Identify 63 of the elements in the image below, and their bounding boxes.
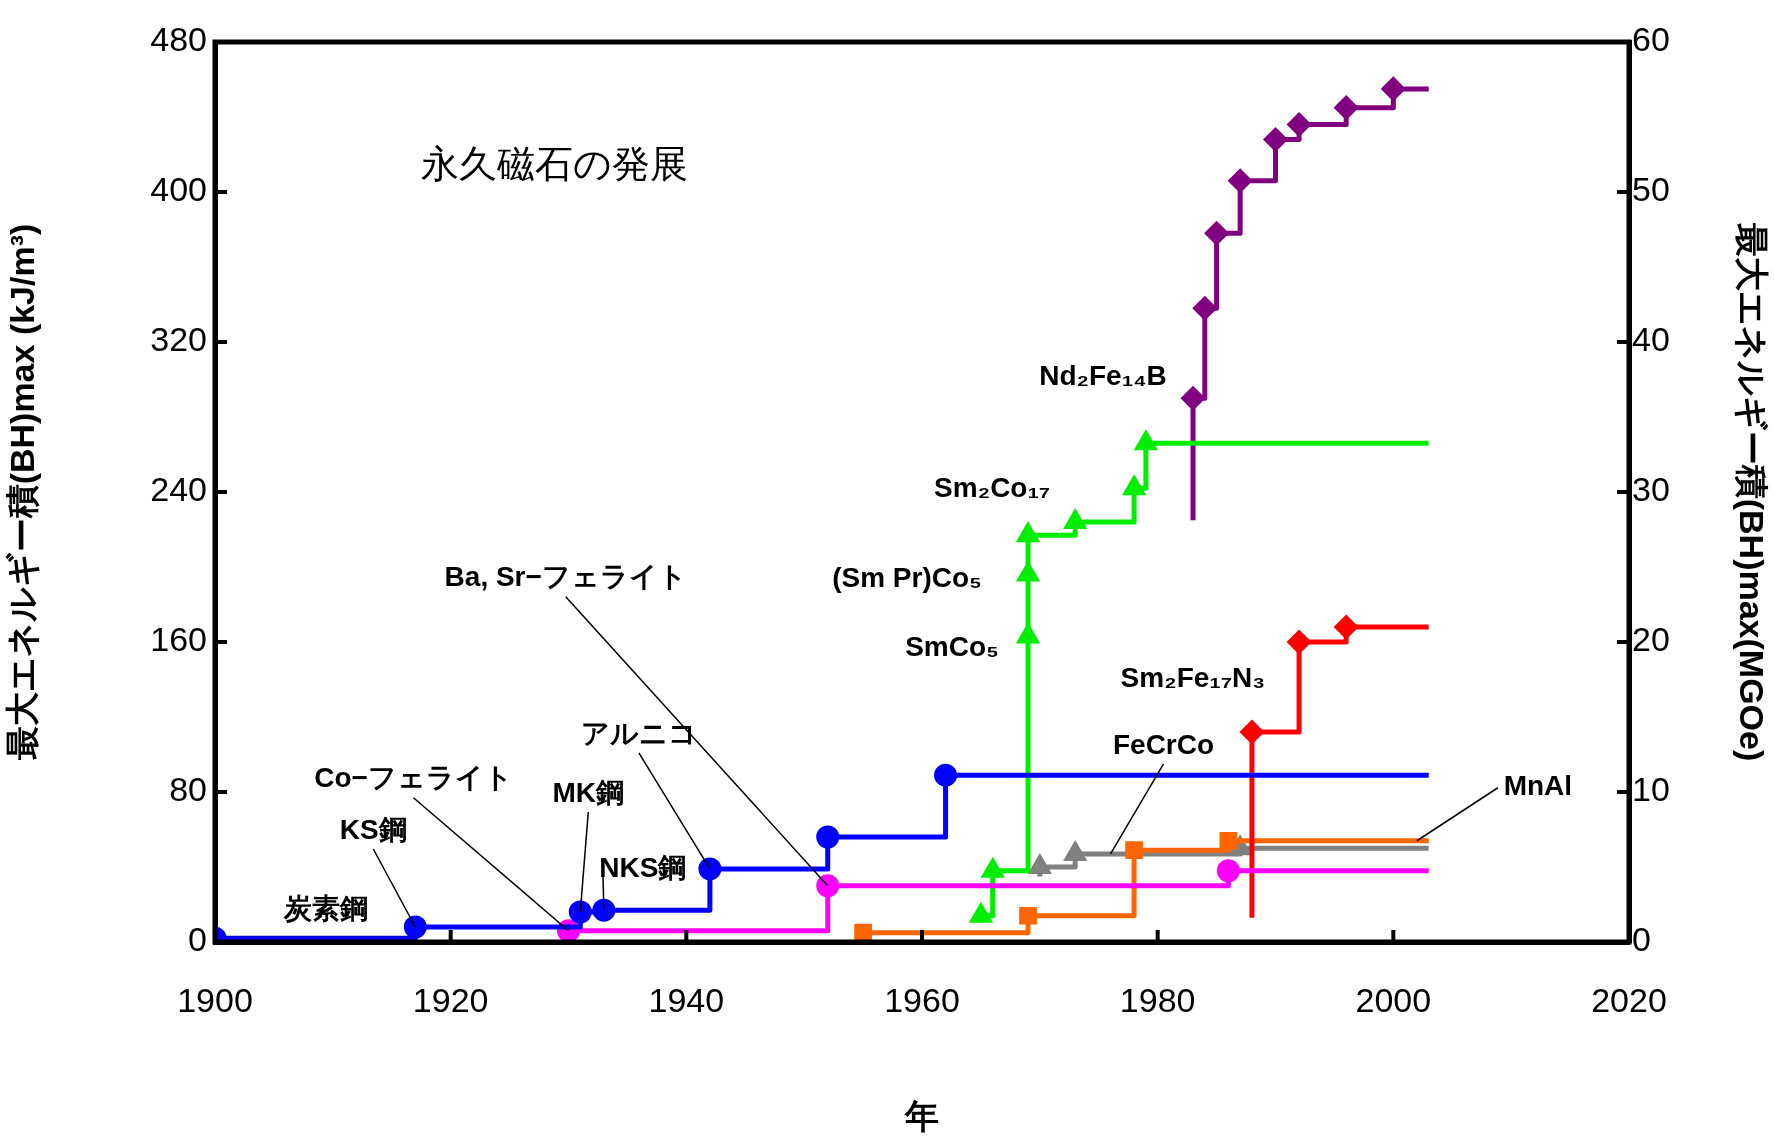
- y2-tick-label: 60: [1632, 20, 1670, 59]
- point: [1287, 113, 1311, 136]
- y-axis-title: 最大エネルギー積(BH)max (kJ/m³): [2, 223, 41, 761]
- x-tick-label: 1920: [412, 980, 489, 1019]
- point: [1287, 630, 1311, 654]
- point: [816, 874, 840, 898]
- x-tick-label: 1900: [177, 980, 253, 1019]
- annotation: KS鋼: [339, 813, 407, 845]
- annotation: Sm₂Co₁₇: [934, 471, 1051, 503]
- y-tick-label: 240: [150, 470, 207, 509]
- point: [403, 915, 427, 939]
- y2-axis-title: 最大エネルギー積(BH)max(MGOe): [1733, 222, 1772, 762]
- annotation: Sm₂Fe₁₇N₃: [1120, 661, 1266, 693]
- annotation: MK鋼: [552, 776, 625, 808]
- annotation: (Sm Pr)Co₅: [832, 562, 982, 594]
- point: [816, 825, 840, 849]
- y-tick-label: 320: [150, 320, 207, 359]
- point: [1334, 615, 1358, 639]
- annotation: 炭素鋼: [282, 892, 368, 924]
- point: [1205, 221, 1229, 245]
- y2-tick-label: 40: [1632, 320, 1670, 359]
- point: [1334, 96, 1358, 120]
- y-tick-label: 80: [169, 770, 207, 809]
- text: 永久磁石の発展: [420, 143, 688, 186]
- x-tick-label: 1980: [1119, 980, 1196, 1019]
- point: [1016, 563, 1041, 582]
- point: [568, 900, 592, 924]
- point: [698, 857, 722, 881]
- point: [854, 923, 872, 942]
- x-tick-label: 2020: [1591, 980, 1667, 1019]
- point: [1264, 128, 1287, 151]
- y2-tick-label: 10: [1632, 770, 1670, 809]
- y2-tick-label: 30: [1632, 470, 1670, 509]
- y2-tick-label: 50: [1632, 170, 1670, 209]
- x-tick-label: 1940: [648, 980, 725, 1019]
- annotation: NKS鋼: [599, 851, 687, 883]
- y2-tick-label: 20: [1632, 620, 1670, 659]
- y-tick-label: 480: [150, 20, 207, 59]
- point: [934, 763, 958, 787]
- annotation: Ba, Sr−フェライト: [444, 561, 687, 593]
- y-tick-label: 400: [150, 170, 207, 209]
- x-tick-label: 1960: [884, 980, 960, 1019]
- point: [1019, 906, 1037, 925]
- point: [1381, 77, 1405, 101]
- annotation: SmCo₅: [905, 631, 999, 663]
- point: [1228, 169, 1252, 193]
- point: [1125, 841, 1143, 859]
- point: [1219, 831, 1238, 850]
- x-axis-title: 年: [904, 1096, 939, 1135]
- annotation: MnAl: [1503, 770, 1573, 802]
- x-tick-label: 2000: [1355, 980, 1432, 1019]
- y2-tick-label: 0: [1632, 920, 1651, 959]
- y-tick-label: 160: [150, 620, 207, 659]
- point: [592, 898, 616, 922]
- point: [1216, 859, 1240, 883]
- annotation: Nd₂Fe₁₄B: [1039, 359, 1167, 391]
- y-tick-label: 0: [188, 920, 207, 959]
- annotation: Co−フェライト: [314, 762, 513, 794]
- point: [1193, 296, 1217, 320]
- point: [1240, 720, 1264, 744]
- point: [1181, 386, 1205, 410]
- annotation: FeCrCo: [1112, 728, 1215, 760]
- annotation: アルニコ: [580, 717, 697, 749]
